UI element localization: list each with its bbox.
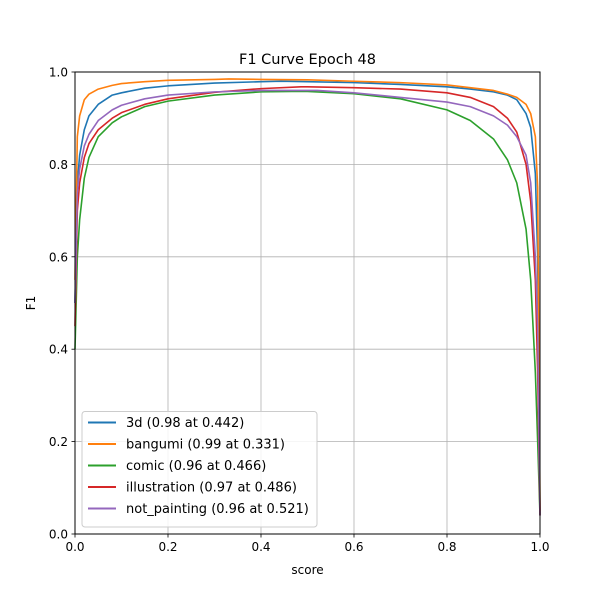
x-axis-label: score <box>291 563 323 577</box>
legend-label: bangumi (0.99 at 0.331) <box>126 438 285 453</box>
legend-box <box>81 411 318 528</box>
x-tick-label: 0.0 <box>65 540 84 554</box>
x-tick-label: 0.4 <box>251 540 270 554</box>
y-tick-label: 0.0 <box>49 528 68 542</box>
y-tick-label: 0.2 <box>49 435 68 449</box>
axis-ticks: 0.0 0.2 0.4 0.6 0.8 1.0 0.0 0.2 0.4 0.6 0.8 1.0 <box>49 66 550 555</box>
legend-label: comic (0.96 at 0.466) <box>126 459 266 474</box>
x-tick-label: 0.6 <box>344 540 363 554</box>
series-line-3 <box>74 85 541 516</box>
plot-frame <box>74 71 541 535</box>
legend-label: not_painting (0.96 at 0.521) <box>126 502 309 517</box>
legend: 3d (0.98 at 0.442) bangumi (0.99 at 0.331… <box>81 411 318 528</box>
series-line-4 <box>74 89 541 516</box>
y-tick-label: 0.4 <box>49 343 68 357</box>
series-line-0 <box>74 80 541 516</box>
y-tick-label: 1.0 <box>49 66 68 80</box>
chart-title: F1 Curve Epoch 48 <box>239 52 376 68</box>
x-tick-label: 0.2 <box>158 540 177 554</box>
x-tick-label: 1.0 <box>530 540 549 554</box>
legend-label: 3d (0.98 at 0.442) <box>126 416 244 431</box>
series-line-2 <box>74 90 541 516</box>
series-lines <box>74 78 541 516</box>
x-tick-label: 0.8 <box>437 540 456 554</box>
legend-label: illustration (0.97 at 0.486) <box>126 481 297 496</box>
y-tick-label: 0.6 <box>49 250 68 264</box>
y-tick-label: 0.8 <box>49 158 68 172</box>
series-line-1 <box>74 78 541 511</box>
y-axis-label: F1 <box>24 296 38 311</box>
